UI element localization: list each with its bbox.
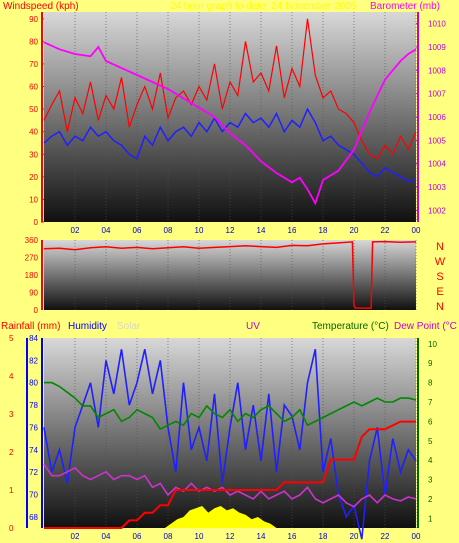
barometer-header: Barometer (mb) xyxy=(370,1,441,12)
rainfall-header: Rainfall (mm) xyxy=(1,321,61,332)
barometer-series xyxy=(43,41,417,206)
rain-x-tick-label: 02 xyxy=(71,532,80,541)
rainfall-tick-label: 1 xyxy=(9,486,14,495)
wind-tick-label: 20 xyxy=(29,173,38,182)
direction-tick-label: 180 xyxy=(25,271,39,280)
rain-x-tick-label: 12 xyxy=(226,532,235,541)
humidity-tick-label: 70 xyxy=(29,490,38,499)
average-series xyxy=(43,107,417,183)
rainfall-tick-label: 0 xyxy=(9,524,14,533)
wind-tick-label: 60 xyxy=(29,83,38,92)
wind-tick-label: 40 xyxy=(29,128,38,137)
direction-plot-area xyxy=(44,240,416,310)
wind-tick-label: 80 xyxy=(29,37,38,46)
temperature-header: Temperature (°C) xyxy=(312,321,389,332)
humidity-tick-label: 78 xyxy=(29,401,38,410)
rainfall-series xyxy=(44,420,416,529)
humidity-tick-label: 82 xyxy=(29,356,38,365)
direction-series xyxy=(43,240,417,309)
windspeed-header: Windspeed (kph) xyxy=(3,1,79,12)
temperature-tick-label: 8 xyxy=(428,379,433,388)
baro-tick-label: 1003 xyxy=(428,183,446,192)
wind-tick-label: 70 xyxy=(29,60,38,69)
direction-tick-label: 90 xyxy=(29,289,38,298)
temperature-tick-label: 5 xyxy=(428,437,433,446)
baro-tick-label: 1006 xyxy=(428,113,446,122)
compass-label: S xyxy=(436,271,443,283)
humidity-tick-label: 74 xyxy=(29,446,38,455)
compass-label: N xyxy=(436,301,444,313)
rain-x-tick-label: 22 xyxy=(381,532,390,541)
temperature-tick-label: 10 xyxy=(428,340,437,349)
rain-x-tick-label: 16 xyxy=(288,532,297,541)
direction-tick-label: 360 xyxy=(25,236,39,245)
wind-tick-label: 10 xyxy=(29,195,38,204)
temperature-tick-label: 2 xyxy=(428,495,433,504)
baro-tick-label: 1008 xyxy=(428,66,446,75)
rainfall-tick-label: 4 xyxy=(9,372,14,381)
baro-tick-label: 1007 xyxy=(428,90,446,99)
wind-x-tick-label: 00 xyxy=(412,226,421,235)
direction-tick-label: 270 xyxy=(25,254,39,263)
dewpoint-header: Dew Point (°C xyxy=(394,321,457,332)
temperature-tick-label: 1 xyxy=(428,514,433,523)
wind-x-tick-label: 12 xyxy=(226,226,235,235)
baro-tick-label: 1005 xyxy=(428,136,446,145)
rain-x-tick-label: 10 xyxy=(195,532,204,541)
temperature-tick-label: 3 xyxy=(428,476,433,485)
humidity-header: Humidity xyxy=(68,321,107,332)
humidity-tick-label: 84 xyxy=(29,334,38,343)
temperature-tick-label: 9 xyxy=(428,359,433,368)
direction-tick-label: 0 xyxy=(34,306,39,315)
rain-x-tick-label: 18 xyxy=(319,532,328,541)
humidity-tick-label: 68 xyxy=(29,513,38,522)
wind-x-tick-label: 22 xyxy=(381,226,390,235)
rain-x-tick-label: 20 xyxy=(350,532,359,541)
rainfall-tick-label: 3 xyxy=(9,410,14,419)
wind-tick-label: 50 xyxy=(29,105,38,114)
solar-series xyxy=(164,506,277,528)
gust-series xyxy=(43,18,417,160)
baro-tick-label: 1004 xyxy=(428,160,446,169)
temperature-tick-label: 6 xyxy=(428,417,433,426)
solar-header: Solar xyxy=(117,321,141,332)
rainfall-tick-label: 5 xyxy=(9,334,14,343)
wind-x-tick-label: 16 xyxy=(288,226,297,235)
rain-x-tick-label: 08 xyxy=(164,532,173,541)
wind-tick-label: 90 xyxy=(29,15,38,24)
rain-x-tick-label: 00 xyxy=(412,532,421,541)
baro-tick-label: 1010 xyxy=(428,20,446,29)
wind-x-tick-label: 02 xyxy=(71,226,80,235)
rainfall-tick-label: 2 xyxy=(9,448,14,457)
humidity-tick-label: 72 xyxy=(29,468,38,477)
wind-x-tick-label: 18 xyxy=(319,226,328,235)
uv-header: UV xyxy=(246,321,260,332)
baro-tick-label: 1002 xyxy=(428,206,446,215)
wind-x-tick-label: 10 xyxy=(195,226,204,235)
compass-label: N xyxy=(436,241,444,253)
wind-x-tick-label: 14 xyxy=(257,226,266,235)
wind-tick-label: 0 xyxy=(34,218,39,227)
compass-label: W xyxy=(435,256,446,268)
humidity-tick-label: 76 xyxy=(29,423,38,432)
graph-date-header: 24 hour graph to date: 24 November 2005 xyxy=(170,1,357,12)
temperature-tick-label: 7 xyxy=(428,398,433,407)
humidity-tick-label: 80 xyxy=(29,379,38,388)
rain-x-tick-label: 06 xyxy=(133,532,142,541)
wind-tick-label: 30 xyxy=(29,150,38,159)
dewpoint-series xyxy=(43,463,417,508)
wind-x-tick-label: 20 xyxy=(350,226,359,235)
temperature-tick-label: 4 xyxy=(428,456,433,465)
rain-x-tick-label: 14 xyxy=(257,532,266,541)
baro-tick-label: 1009 xyxy=(428,43,446,52)
temperature-series xyxy=(44,381,417,431)
rain-x-tick-label: 04 xyxy=(102,532,111,541)
compass-label: E xyxy=(436,286,443,298)
wind-x-tick-label: 04 xyxy=(102,226,111,235)
wind-x-tick-label: 06 xyxy=(133,226,142,235)
wind-x-tick-label: 08 xyxy=(164,226,173,235)
